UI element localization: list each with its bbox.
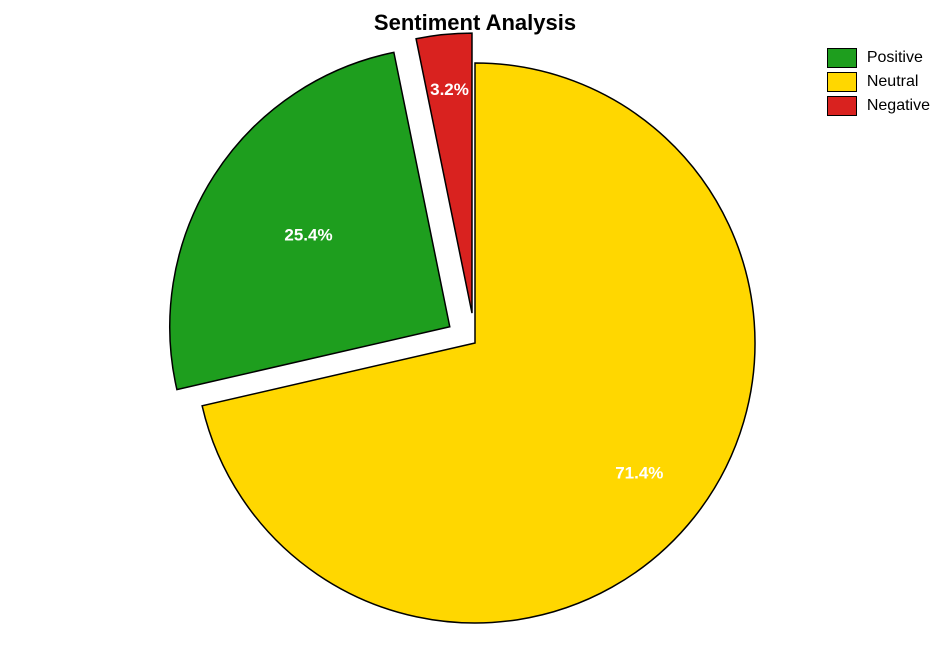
legend-item-positive: Positive bbox=[827, 48, 930, 68]
legend-label-negative: Negative bbox=[867, 97, 930, 115]
pie-slice-positive bbox=[170, 52, 450, 389]
pie-label-negative: 3.2% bbox=[430, 80, 469, 99]
legend: Positive Neutral Negative bbox=[827, 48, 930, 120]
pie-chart: 71.4% 25.4% 3.2% bbox=[0, 0, 950, 662]
legend-swatch-negative bbox=[827, 96, 857, 116]
legend-item-neutral: Neutral bbox=[827, 72, 930, 92]
legend-item-negative: Negative bbox=[827, 96, 930, 116]
legend-label-positive: Positive bbox=[867, 49, 923, 67]
pie-label-positive: 25.4% bbox=[284, 225, 332, 244]
pie-label-neutral: 71.4% bbox=[615, 463, 663, 482]
legend-swatch-positive bbox=[827, 48, 857, 68]
legend-label-neutral: Neutral bbox=[867, 73, 919, 91]
legend-swatch-neutral bbox=[827, 72, 857, 92]
